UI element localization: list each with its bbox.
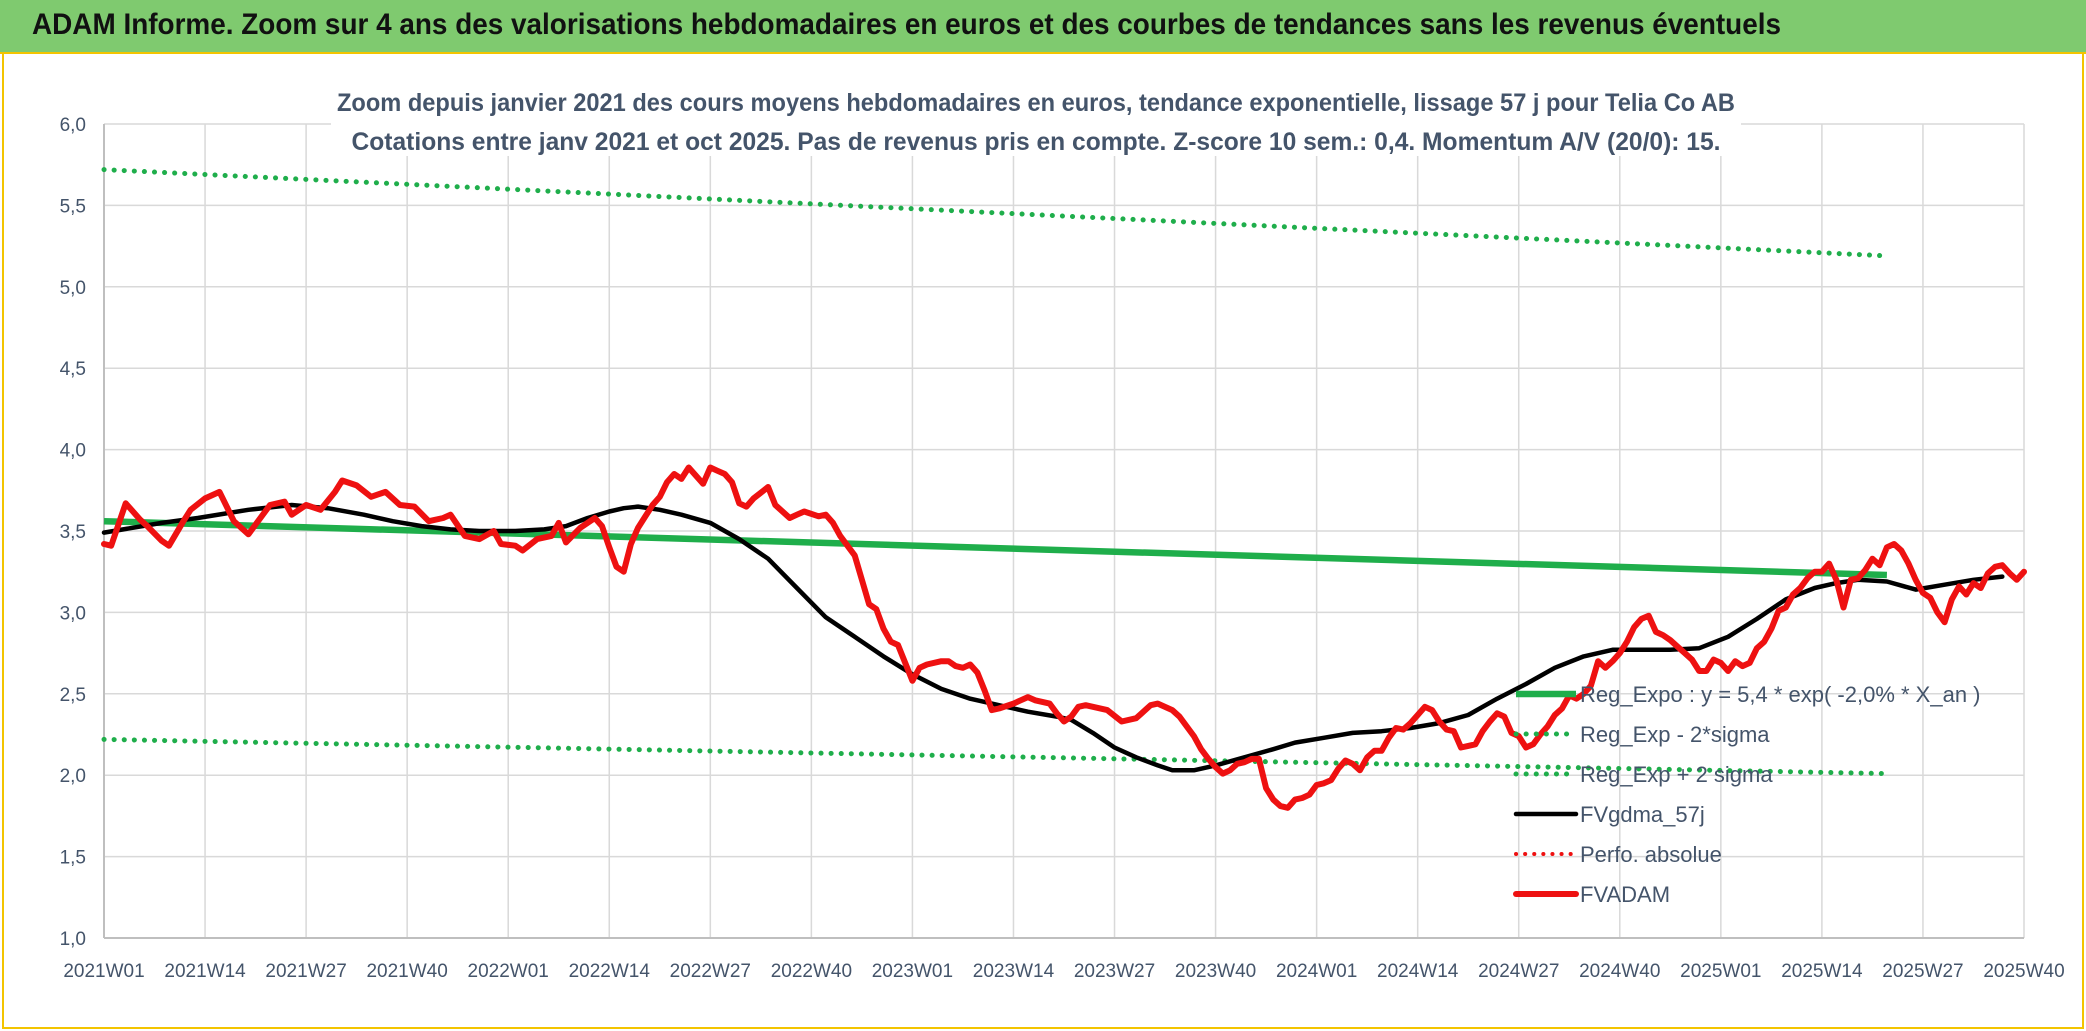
title-background — [331, 78, 1741, 156]
series-fvadam — [101, 464, 2027, 811]
y-tick-label: 4,5 — [60, 359, 86, 380]
x-tick-label: 2025W40 — [1983, 961, 2064, 982]
x-tick-label: 2023W40 — [1175, 961, 1256, 982]
x-tick-label: 2023W14 — [973, 961, 1055, 982]
axes: 1,0 1,5 2,0 2,5 3,0 3,5 4,0 4,5 5,0 5,5 6,0 2021W01… — [60, 115, 2065, 982]
y-tick-label: 3,0 — [60, 603, 86, 624]
y-tick-label: 6,0 — [60, 115, 86, 136]
legend: Reg_Expo : y = 5,4 * exp( -2,0% * X_an )… — [1513, 682, 1981, 907]
x-tick-label: 2022W14 — [569, 961, 651, 982]
x-tick-label: 2021W27 — [265, 961, 346, 982]
x-tick-label: 2022W27 — [670, 961, 751, 982]
chart-title: Zoom depuis janvier 2021 des cours moyen… — [337, 89, 1735, 117]
x-tick-label: 2025W27 — [1882, 961, 1963, 982]
x-tick-label: 2021W01 — [63, 961, 144, 982]
y-tick-label: 2,5 — [60, 685, 86, 706]
legend-label: FVADAM — [1580, 882, 1670, 907]
x-tick-label: 2023W27 — [1074, 961, 1155, 982]
x-tick-label: 2021W14 — [164, 961, 246, 982]
series-reg-expo-y-5-4-exp-2-0-x-an — [103, 517, 1887, 579]
x-tick-label: 2022W40 — [771, 961, 852, 982]
series-fvgdma-57j — [101, 502, 2005, 773]
y-tick-label: 1,5 — [60, 848, 86, 869]
x-tick-label: 2024W14 — [1377, 961, 1459, 982]
series-layer — [101, 167, 2027, 811]
x-tick-label: 2024W27 — [1478, 961, 1559, 982]
legend-label: Reg_Exp + 2 sigma — [1580, 762, 1773, 787]
y-tick-label: 5,5 — [60, 196, 86, 217]
top-banner: ADAM Informe. Zoom sur 4 ans des valoris… — [0, 0, 2086, 54]
x-tick-label: 2022W01 — [468, 961, 549, 982]
legend-label: Reg_Expo : y = 5,4 * exp( -2,0% * X_an ) — [1580, 682, 1981, 707]
y-tick-label: 5,0 — [60, 278, 86, 299]
banner-title: ADAM Informe. Zoom sur 4 ans des valoris… — [32, 8, 1781, 41]
chart-frame — [2, 54, 2084, 1029]
x-tick-label: 2025W01 — [1680, 961, 1761, 982]
y-tick-label: 4,0 — [60, 441, 86, 462]
x-tick-label: 2021W40 — [366, 961, 447, 982]
series-reg-exp-2-sigma — [101, 736, 1890, 777]
legend-label: FVgdma_57j — [1580, 802, 1705, 827]
x-tick-label: 2023W01 — [872, 961, 953, 982]
legend-label: Perfo. absolue — [1580, 842, 1722, 867]
y-tick-label: 2,0 — [60, 766, 86, 787]
chart-subtitle: Cotations entre janv 2021 et oct 2025. P… — [352, 128, 1721, 156]
y-tick-label: 1,0 — [60, 929, 86, 950]
x-tick-label: 2025W14 — [1781, 961, 1863, 982]
y-tick-label: 3,5 — [60, 522, 86, 543]
legend-label: Reg_Exp - 2*sigma — [1580, 722, 1770, 747]
x-tick-label: 2024W40 — [1579, 961, 1660, 982]
x-tick-label: 2024W01 — [1276, 961, 1357, 982]
